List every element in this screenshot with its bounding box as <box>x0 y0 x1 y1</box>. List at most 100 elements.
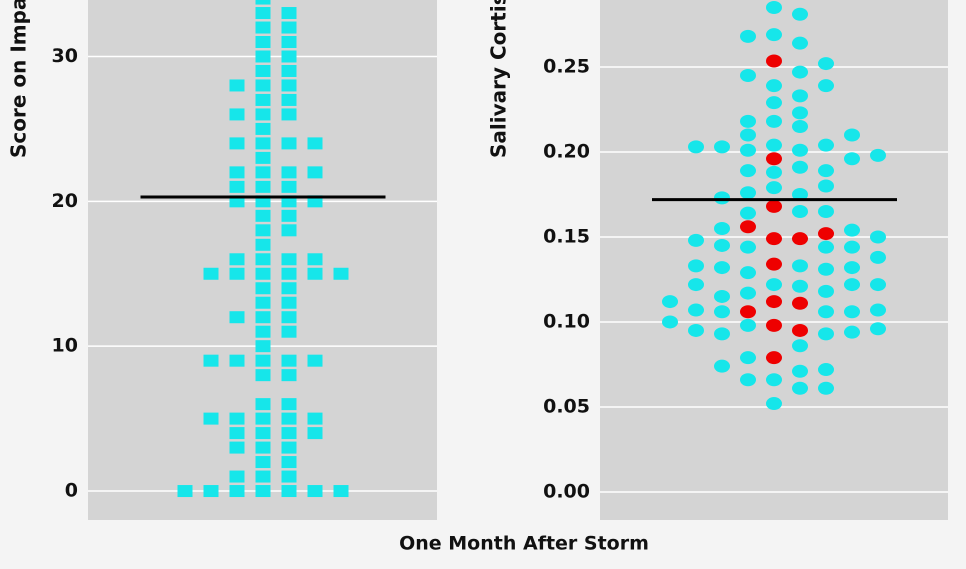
y-tick-label: 0 <box>65 480 78 502</box>
point <box>740 68 756 82</box>
point <box>281 311 297 324</box>
point <box>792 143 808 157</box>
point <box>281 108 297 121</box>
point <box>844 325 860 339</box>
point <box>688 278 704 292</box>
point <box>818 179 834 193</box>
point <box>688 303 704 317</box>
point <box>281 79 297 92</box>
point <box>818 363 834 377</box>
point <box>255 36 271 49</box>
point <box>766 96 782 110</box>
point <box>255 64 271 77</box>
point <box>766 232 782 246</box>
point <box>792 106 808 120</box>
point <box>255 456 271 469</box>
point <box>255 0 271 5</box>
point <box>281 470 297 483</box>
point <box>818 284 834 298</box>
point <box>740 29 756 43</box>
point <box>740 318 756 332</box>
point <box>229 253 245 266</box>
point <box>792 339 808 353</box>
point <box>281 7 297 20</box>
point <box>281 253 297 266</box>
y-tick-label: 0.20 <box>543 140 590 162</box>
point <box>688 233 704 247</box>
y-tick-label: 0.25 <box>543 55 590 77</box>
point <box>740 128 756 142</box>
point <box>714 221 730 235</box>
point <box>740 240 756 254</box>
point <box>766 351 782 365</box>
point <box>844 152 860 166</box>
point <box>255 108 271 121</box>
point <box>255 122 271 135</box>
point <box>281 398 297 411</box>
point <box>766 373 782 387</box>
point <box>740 114 756 128</box>
point <box>229 485 245 498</box>
point <box>255 311 271 324</box>
point <box>281 21 297 34</box>
y-tick-label: 30 <box>52 45 78 67</box>
point <box>255 441 271 454</box>
y-tick-label: 0.10 <box>543 310 590 332</box>
point <box>870 278 886 292</box>
point <box>714 140 730 154</box>
point <box>766 165 782 179</box>
point <box>255 93 271 106</box>
point <box>792 204 808 218</box>
y-tick-label: 0.15 <box>543 225 590 247</box>
point <box>662 295 678 309</box>
point <box>255 137 271 150</box>
point <box>255 325 271 338</box>
point <box>818 227 834 241</box>
point <box>792 187 808 201</box>
point <box>792 119 808 133</box>
point <box>714 191 730 205</box>
point <box>792 323 808 337</box>
point <box>229 441 245 454</box>
point <box>255 412 271 425</box>
point <box>229 412 245 425</box>
point <box>792 259 808 273</box>
point <box>255 224 271 237</box>
point <box>844 240 860 254</box>
point <box>281 441 297 454</box>
point <box>229 427 245 440</box>
point <box>255 427 271 440</box>
point <box>255 253 271 266</box>
point <box>714 359 730 373</box>
y-axis-label: Salivary Cortis <box>487 0 511 158</box>
point <box>714 238 730 252</box>
point <box>740 164 756 178</box>
point <box>714 305 730 319</box>
point <box>766 318 782 332</box>
point <box>792 7 808 21</box>
point <box>740 143 756 157</box>
point <box>740 266 756 280</box>
point <box>740 286 756 300</box>
point <box>740 305 756 319</box>
point <box>281 224 297 237</box>
x-axis-label: One Month After Storm <box>399 533 649 555</box>
point <box>818 262 834 276</box>
point <box>203 412 219 425</box>
point <box>255 282 271 295</box>
y-tick-label: 0.00 <box>543 480 590 502</box>
point <box>766 257 782 271</box>
point <box>766 152 782 166</box>
point <box>307 412 323 425</box>
point <box>766 114 782 128</box>
point <box>870 250 886 264</box>
point <box>281 282 297 295</box>
point <box>766 54 782 68</box>
point <box>766 138 782 152</box>
point <box>281 427 297 440</box>
point <box>766 278 782 292</box>
point <box>281 267 297 280</box>
point <box>844 223 860 237</box>
point <box>766 397 782 411</box>
point <box>688 140 704 154</box>
